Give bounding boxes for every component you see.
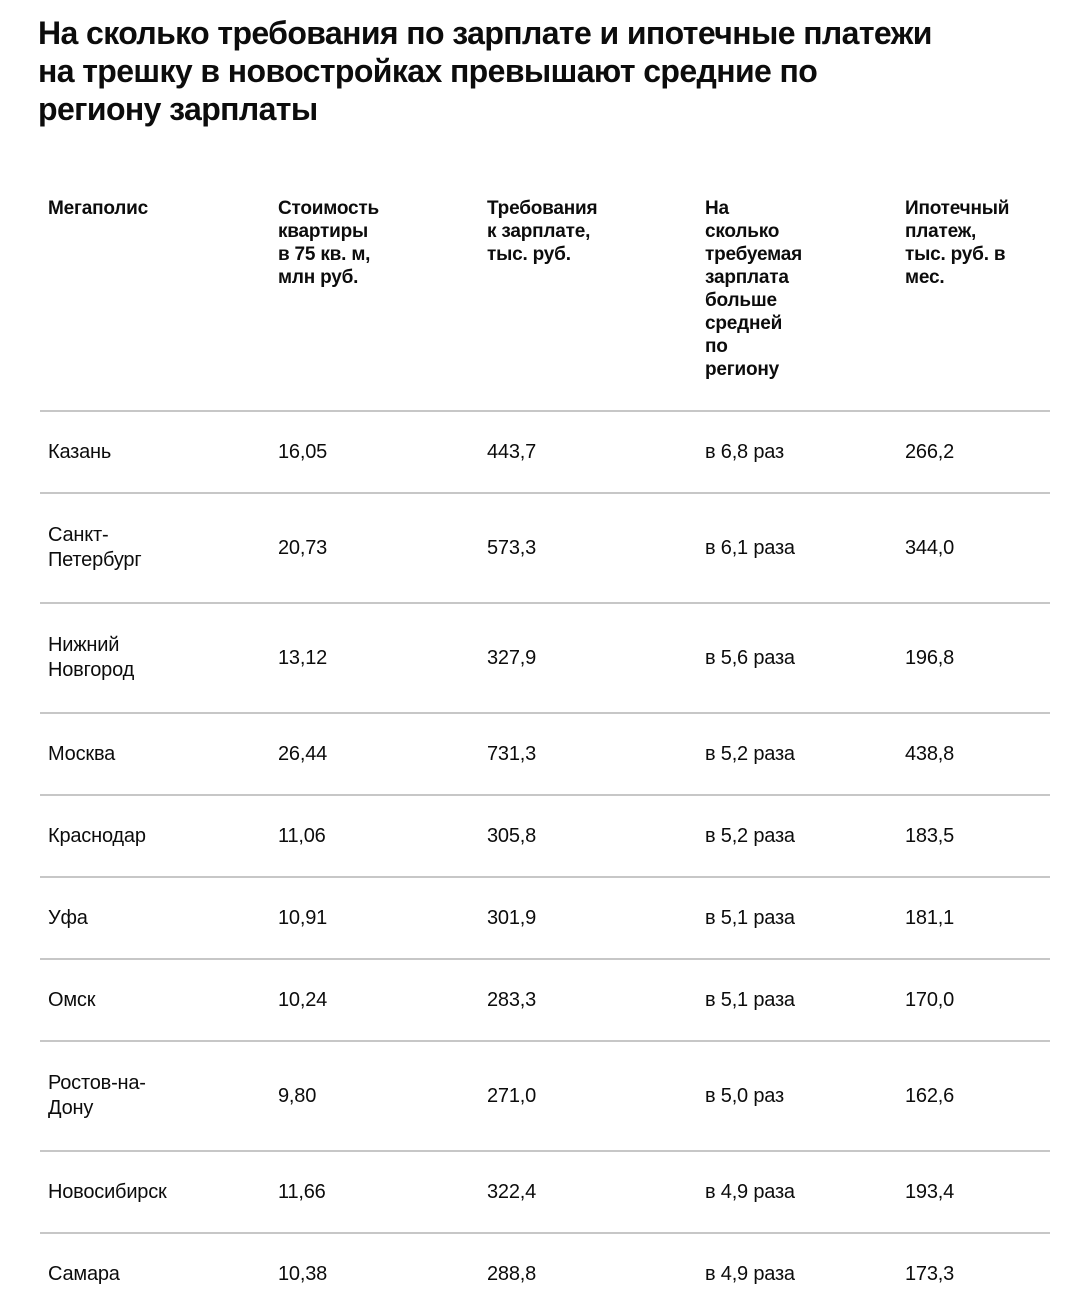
salary-cell: 573,3 [487,536,537,559]
mortgage-cell: 344,0 [905,536,955,559]
salary-cell: 731,3 [487,742,537,765]
mortgage-cell: 170,0 [905,988,955,1011]
ratio-cell: в 5,2 раза [705,824,795,847]
table-row: Казань 16,05 443,7 в 6,8 раз 266,2 [40,410,1050,492]
ratio-cell: в 6,8 раз [705,440,784,463]
price-cell: 11,66 [278,1180,326,1203]
title-line: на трешку в новостройках превышают средн… [38,53,818,89]
salary-cell: 305,8 [487,824,537,847]
ratio-cell: в 6,1 раза [705,536,795,559]
price-cell: 16,05 [278,440,328,463]
mortgage-cell: 162,6 [905,1084,955,1107]
city-cell: Казань [48,440,112,463]
column-header-salary-requirement: Требования к зарплате, тыс. руб. [487,198,598,265]
salary-mortgage-table: Мегаполис Стоимость квартиры в 75 кв. м,… [40,197,1050,1314]
price-cell: 10,91 [278,906,328,929]
table-row: Новосибирск 11,66 322,4 в 4,9 раза 193,4 [40,1150,1050,1232]
ratio-cell: в 5,0 раз [705,1084,784,1107]
city-cell: Омск [48,988,96,1011]
price-cell: 20,73 [278,536,328,559]
salary-cell: 288,8 [487,1262,537,1285]
mortgage-cell: 196,8 [905,646,955,669]
mortgage-cell: 438,8 [905,742,955,765]
city-cell: Санкт-Петербург [48,524,142,571]
city-cell: Москва [48,742,116,765]
ratio-cell: в 4,9 раза [705,1180,795,1203]
price-cell: 9,80 [278,1084,317,1107]
price-cell: 10,38 [278,1262,328,1285]
table-row: Нижний Новгород 13,12 327,9 в 5,6 раза 1… [40,602,1050,712]
ratio-cell: в 5,2 раза [705,742,795,765]
ratio-cell: в 5,6 раза [705,646,795,669]
table-row: Ростов-на-Дону 9,80 271,0 в 5,0 раз 162,… [40,1040,1050,1150]
price-cell: 13,12 [278,646,328,669]
salary-cell: 322,4 [487,1180,537,1203]
ratio-cell: в 5,1 раза [705,988,795,1011]
price-cell: 26,44 [278,742,328,765]
city-cell: Уфа [48,906,88,929]
table-row: Самара 10,38 288,8 в 4,9 раза 173,3 [40,1232,1050,1314]
city-cell: Новосибирск [48,1180,167,1203]
salary-cell: 327,9 [487,646,537,669]
column-header-megapolis: Мегаполис [48,198,149,219]
city-cell: Нижний Новгород [48,634,135,681]
mortgage-cell: 266,2 [905,440,955,463]
ratio-cell: в 5,1 раза [705,906,795,929]
salary-cell: 283,3 [487,988,537,1011]
city-cell: Краснодар [48,824,146,847]
price-cell: 10,24 [278,988,328,1011]
title-line: На сколько требования по зарплате и ипот… [38,15,932,51]
table-row: Москва 26,44 731,3 в 5,2 раза 438,8 [40,712,1050,794]
table-row: Санкт-Петербург 20,73 573,3 в 6,1 раза 3… [40,492,1050,602]
ratio-cell: в 4,9 раза [705,1262,795,1285]
salary-cell: 271,0 [487,1084,537,1107]
column-header-ratio: На сколько требуемая зарплата больше сре… [705,198,803,380]
table-row: Уфа 10,91 301,9 в 5,1 раза 181,1 [40,876,1050,958]
city-cell: Самара [48,1262,120,1285]
mortgage-cell: 183,5 [905,824,955,847]
table-header-row: Мегаполис Стоимость квартиры в 75 кв. м,… [40,197,1050,410]
price-cell: 11,06 [278,824,326,847]
mortgage-cell: 181,1 [905,906,955,929]
column-header-mortgage-payment: Ипотечный платеж, тыс. руб. в мес. [905,198,1010,288]
salary-cell: 301,9 [487,906,537,929]
page-title: На сколько требования по зарплате и ипот… [38,14,1091,128]
table-row: Омск 10,24 283,3 в 5,1 раза 170,0 [40,958,1050,1040]
table-row: Краснодар 11,06 305,8 в 5,2 раза 183,5 [40,794,1050,876]
city-cell: Ростов-на-Дону [48,1072,146,1119]
mortgage-cell: 193,4 [905,1180,955,1203]
mortgage-cell: 173,3 [905,1262,955,1285]
salary-cell: 443,7 [487,440,537,463]
title-line: региону зарплаты [38,91,318,127]
column-header-price: Стоимость квартиры в 75 кв. м, млн руб. [278,198,379,288]
